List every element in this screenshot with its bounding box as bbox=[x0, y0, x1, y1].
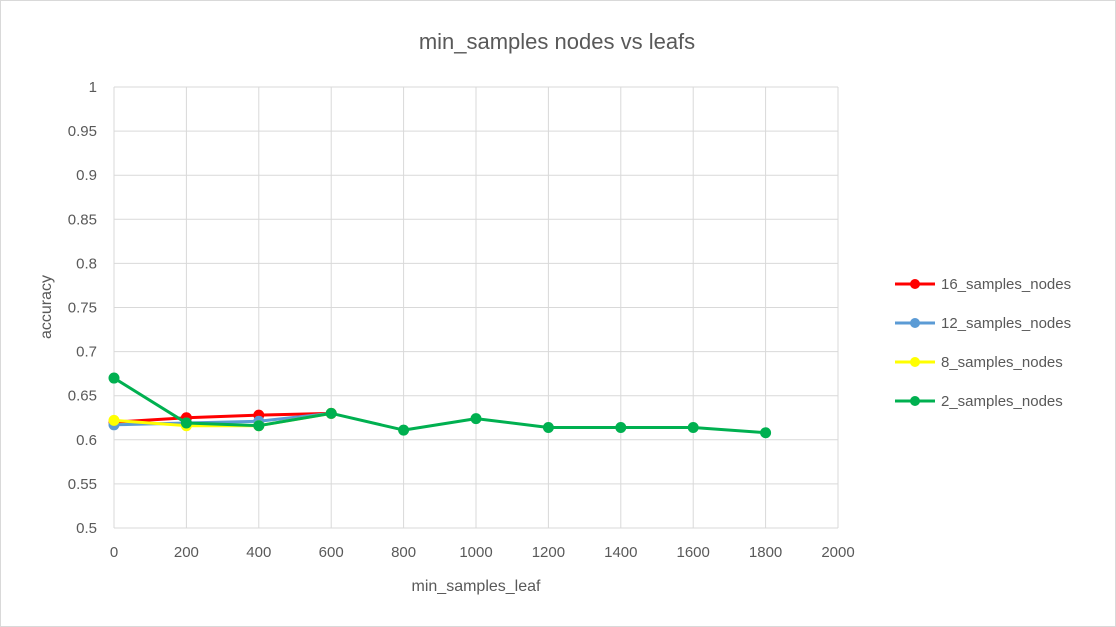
legend-swatch-marker bbox=[910, 318, 920, 328]
y-tick-label: 0.55 bbox=[68, 476, 97, 493]
x-tick-label: 1400 bbox=[604, 544, 637, 561]
legend-item: 8_samples_nodes bbox=[895, 354, 1063, 371]
x-tick-label: 800 bbox=[391, 544, 416, 561]
legend-item: 2_samples_nodes bbox=[895, 393, 1063, 410]
x-axis-label: min_samples_leaf bbox=[412, 578, 542, 595]
x-tick-label: 200 bbox=[174, 544, 199, 561]
chart-title: min_samples nodes vs leafs bbox=[419, 29, 695, 54]
data-point bbox=[542, 421, 554, 433]
x-tick-label: 600 bbox=[319, 544, 344, 561]
legend-label: 16_samples_nodes bbox=[941, 276, 1071, 293]
y-axis-ticks: 0.5 0.55 0.6 0.65 0.7 0.75 0.8 0.85 0.9 0.95 1 bbox=[68, 79, 97, 537]
series-2_samples_nodes bbox=[108, 372, 772, 439]
y-tick-label: 0.95 bbox=[68, 123, 97, 140]
y-tick-label: 0.8 bbox=[76, 255, 97, 272]
legend-item: 12_samples_nodes bbox=[895, 315, 1071, 332]
data-point bbox=[760, 427, 772, 439]
data-point bbox=[398, 424, 410, 436]
y-axis-label: accuracy bbox=[38, 275, 55, 339]
y-tick-label: 0.5 bbox=[76, 520, 97, 537]
gridlines bbox=[113, 86, 839, 529]
data-point bbox=[180, 417, 192, 429]
x-tick-label: 1000 bbox=[459, 544, 492, 561]
data-point bbox=[687, 421, 699, 433]
y-tick-label: 0.65 bbox=[68, 388, 97, 405]
y-tick-label: 0.9 bbox=[76, 167, 97, 184]
x-tick-label: 1600 bbox=[677, 544, 710, 561]
y-tick-label: 0.75 bbox=[68, 300, 97, 317]
data-point bbox=[615, 421, 627, 433]
legend-label: 12_samples_nodes bbox=[941, 315, 1071, 332]
y-tick-label: 1 bbox=[89, 79, 97, 96]
data-point bbox=[253, 420, 265, 432]
legend-swatch-marker bbox=[910, 357, 920, 367]
x-tick-label: 0 bbox=[110, 544, 118, 561]
x-axis-ticks: 0 200 400 600 800 1000 1200 1400 1600 1800 2000 bbox=[110, 544, 855, 561]
x-tick-label: 2000 bbox=[821, 544, 854, 561]
y-tick-label: 0.7 bbox=[76, 344, 97, 361]
legend-item: 16_samples_nodes bbox=[895, 276, 1071, 293]
data-point bbox=[325, 407, 337, 419]
data-point bbox=[108, 414, 120, 426]
legend-label: 2_samples_nodes bbox=[941, 393, 1063, 410]
x-tick-label: 1200 bbox=[532, 544, 565, 561]
y-tick-label: 0.6 bbox=[76, 432, 97, 449]
legend-swatch-marker bbox=[910, 279, 920, 289]
data-point bbox=[108, 372, 120, 384]
series-line bbox=[113, 376, 766, 435]
x-tick-label: 1800 bbox=[749, 544, 782, 561]
x-tick-label: 400 bbox=[246, 544, 271, 561]
series-group bbox=[108, 372, 772, 439]
legend-label: 8_samples_nodes bbox=[941, 354, 1063, 371]
series-line bbox=[113, 411, 332, 424]
legend-swatch-marker bbox=[910, 396, 920, 406]
data-point bbox=[470, 413, 482, 425]
legend: 16_samples_nodes 12_samples_nodes 8_sample… bbox=[895, 276, 1071, 410]
y-tick-label: 0.85 bbox=[68, 211, 97, 228]
